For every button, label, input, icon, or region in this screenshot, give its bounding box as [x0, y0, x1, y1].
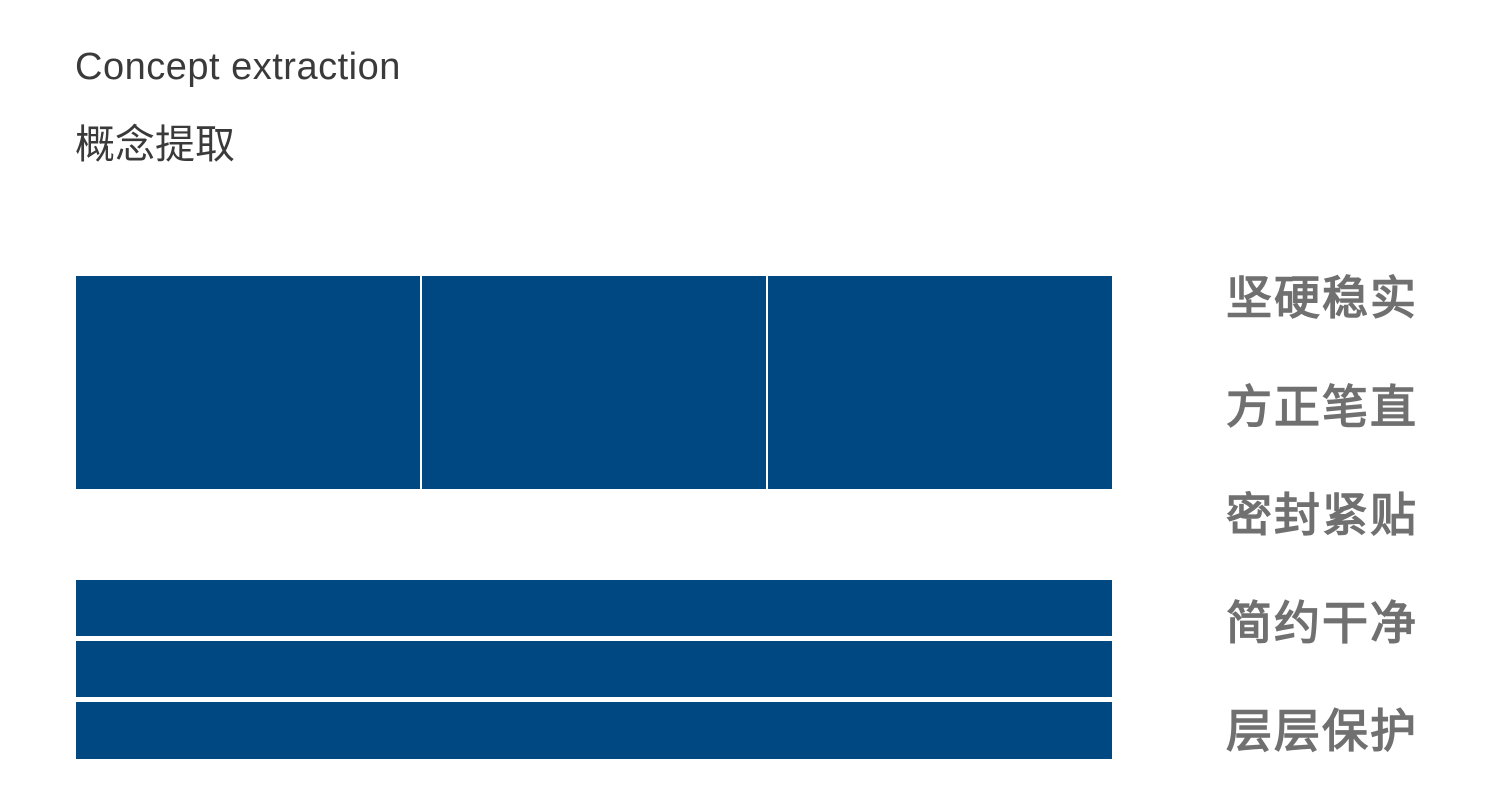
- band-2: [76, 641, 1112, 697]
- band-1: [76, 580, 1112, 636]
- block-top-1: [76, 276, 420, 489]
- block-top-3: [768, 276, 1112, 489]
- title-english: Concept extraction: [75, 46, 401, 88]
- title-chinese: 概念提取: [75, 122, 235, 168]
- band-3: [76, 702, 1112, 759]
- keyword-2: 方正笔直: [1226, 380, 1418, 434]
- block-top-2: [422, 276, 766, 489]
- keyword-1: 坚硬稳实: [1226, 271, 1418, 325]
- keyword-4: 简约干净: [1226, 596, 1418, 650]
- keyword-3: 密封紧贴: [1226, 488, 1418, 542]
- keyword-5: 层层保护: [1226, 704, 1418, 758]
